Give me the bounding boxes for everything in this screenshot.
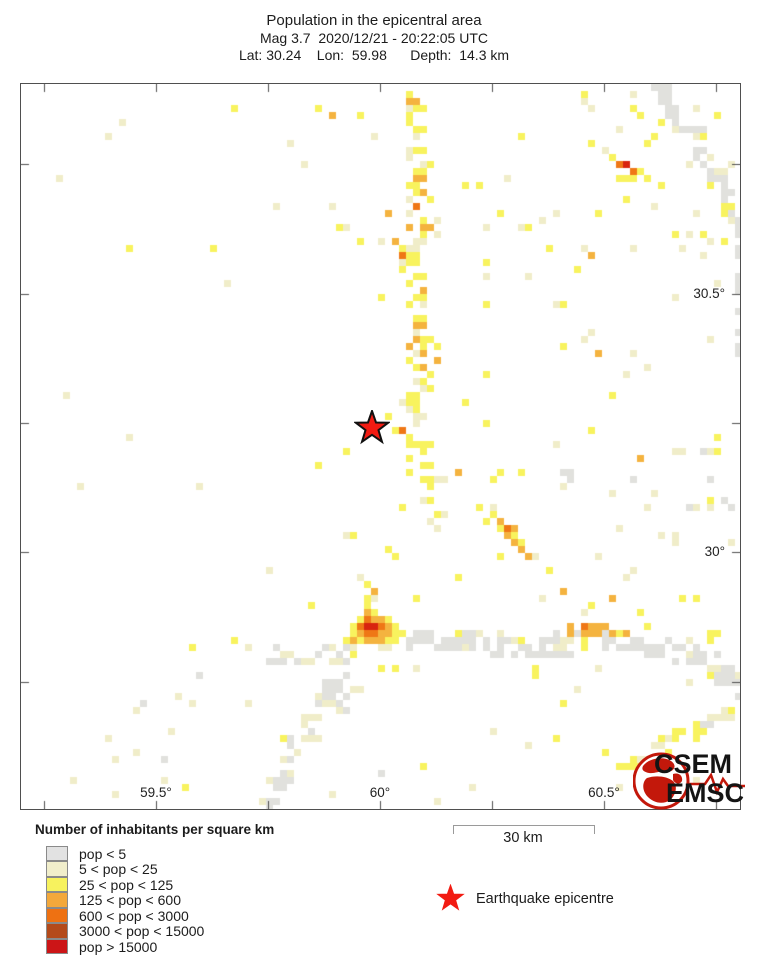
emsc-globe-icon (633, 752, 745, 810)
scale-bar-label: 30 km (503, 830, 543, 846)
epicentre-key-label: Earthquake epicentre (476, 890, 614, 907)
legend-item-5: 3000 < pop < 15000 (46, 923, 274, 940)
legend-swatch-5 (46, 923, 68, 939)
population-raster-canvas (21, 84, 740, 809)
legend-title: Number of inhabitants per square km (35, 822, 275, 837)
legend-swatch-2 (46, 876, 68, 892)
legend-label-3: 125 < pop < 600 (79, 892, 181, 909)
legend-item-2: 25 < pop < 125 (46, 876, 274, 893)
legend-label-2: 25 < pop < 125 (79, 876, 174, 893)
csem-emsc-logo: CSEM EMSC (633, 748, 755, 818)
epicentre-key-star-icon (436, 884, 465, 911)
x-axis-label-59.5°: 59.5° (140, 785, 172, 800)
y-axis-label-30.5°: 30.5° (693, 286, 725, 301)
legend-item-6: pop > 15000 (46, 938, 274, 955)
logo-text-csem: CSEM (654, 749, 733, 779)
event-coordinates-depth: Lat: 30.24 Lon: 59.98 Depth: 14.3 km (238, 47, 510, 63)
page-title: Population in the epicentral area (266, 12, 482, 29)
legend-swatch-4 (46, 907, 68, 923)
legend-swatch-6 (46, 938, 68, 954)
x-axis-label-60.5°: 60.5° (588, 785, 620, 800)
legend-label-1: 5 < pop < 25 (79, 861, 158, 878)
legend-item-1: 5 < pop < 25 (46, 861, 274, 878)
population-density-map: 59.5° 60° 60.5° 30.5° 30° (20, 83, 741, 810)
legend-swatch-3 (46, 892, 68, 908)
epicentre-key: Earthquake epicentre (436, 884, 614, 913)
epicenter-star-icon (354, 410, 390, 445)
y-axis-label-30°: 30° (704, 544, 725, 559)
legend-swatch-0 (46, 845, 68, 861)
legend-item-0: pop < 5 (46, 845, 274, 862)
legend-swatch-1 (46, 861, 68, 877)
map-header: Population in the epicentral area Mag 3.… (0, 12, 748, 64)
legend-label-0: pop < 5 (79, 845, 127, 862)
population-legend: Number of inhabitants per square km pop … (35, 822, 274, 955)
event-magnitude-datetime: Mag 3.7 2020/12/21 - 20:22:05 UTC (259, 30, 489, 46)
legend-label-4: 600 < pop < 3000 (79, 907, 189, 924)
legend-item-3: 125 < pop < 600 (46, 892, 274, 909)
scale-bar (453, 825, 595, 834)
x-axis-label-60°: 60° (369, 785, 391, 800)
logo-text-emsc: EMSC (666, 778, 745, 808)
legend-label-5: 3000 < pop < 15000 (79, 923, 205, 940)
legend-label-6: pop > 15000 (79, 938, 158, 955)
legend-item-4: 600 < pop < 3000 (46, 907, 274, 924)
